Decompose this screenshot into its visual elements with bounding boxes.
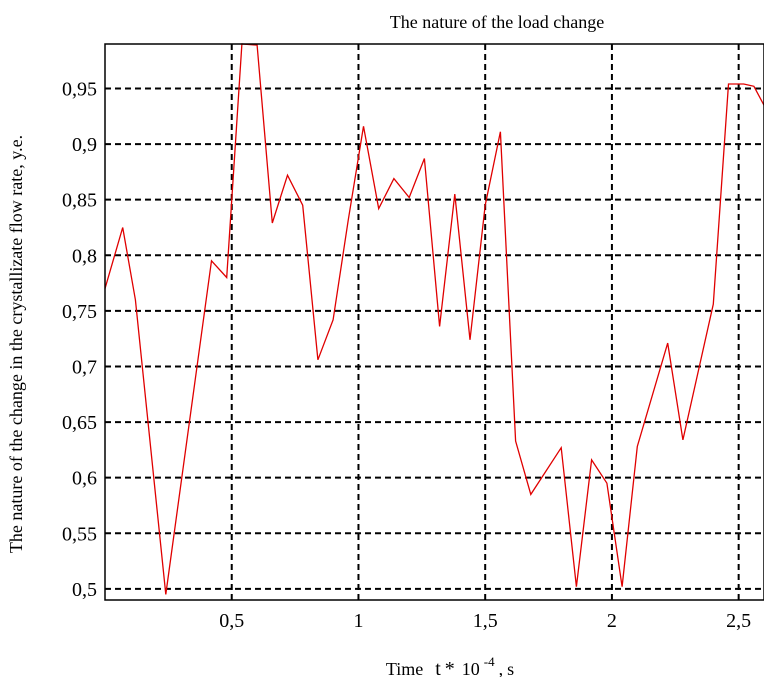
plot-frame <box>104 43 764 601</box>
x-axis-label-variable: t <box>435 658 441 677</box>
y-tick-label: 0,6 <box>72 468 97 490</box>
grid-layer <box>105 44 764 600</box>
y-tick-label: 0,85 <box>62 190 97 212</box>
x-axis-label-base: 10 <box>462 659 480 677</box>
y-tick-label: 0,65 <box>62 412 97 434</box>
x-tick-label: 2,5 <box>726 610 751 632</box>
x-axis-label: Time t * 10 -4 , s <box>386 653 514 677</box>
x-tick-label: 0,5 <box>219 610 244 632</box>
y-tick-label: 0,95 <box>62 78 97 100</box>
y-tick-label: 0,55 <box>62 523 97 545</box>
x-axis-label-operator: * <box>445 658 455 677</box>
y-tick-label: 0,7 <box>72 356 97 378</box>
x-tick-label: 2 <box>607 610 617 632</box>
y-tick-label: 0,75 <box>62 301 97 323</box>
x-axis-label-unit: s <box>507 659 514 677</box>
x-axis-label-comma: , <box>499 659 504 677</box>
tick-label-layer: 0,5 1 1,5 2 2,5 0,5 0,55 0,6 0,65 0,7 0,75 0,8 0,85 0… <box>62 78 751 632</box>
series-line <box>104 43 764 595</box>
y-axis-label: The nature of the change in the crystall… <box>6 135 26 553</box>
y-tick-label: 0,9 <box>72 134 97 156</box>
y-tick-label: 0,5 <box>72 579 97 601</box>
x-tick-label: 1 <box>353 610 363 632</box>
x-axis-label-prefix: Time <box>386 659 423 677</box>
series-layer <box>104 43 764 595</box>
x-axis-label-exponent: -4 <box>484 654 495 669</box>
x-tick-label: 1,5 <box>473 610 498 632</box>
chart-title: The nature of the load change <box>390 12 604 32</box>
y-tick-label: 0,8 <box>72 245 97 267</box>
